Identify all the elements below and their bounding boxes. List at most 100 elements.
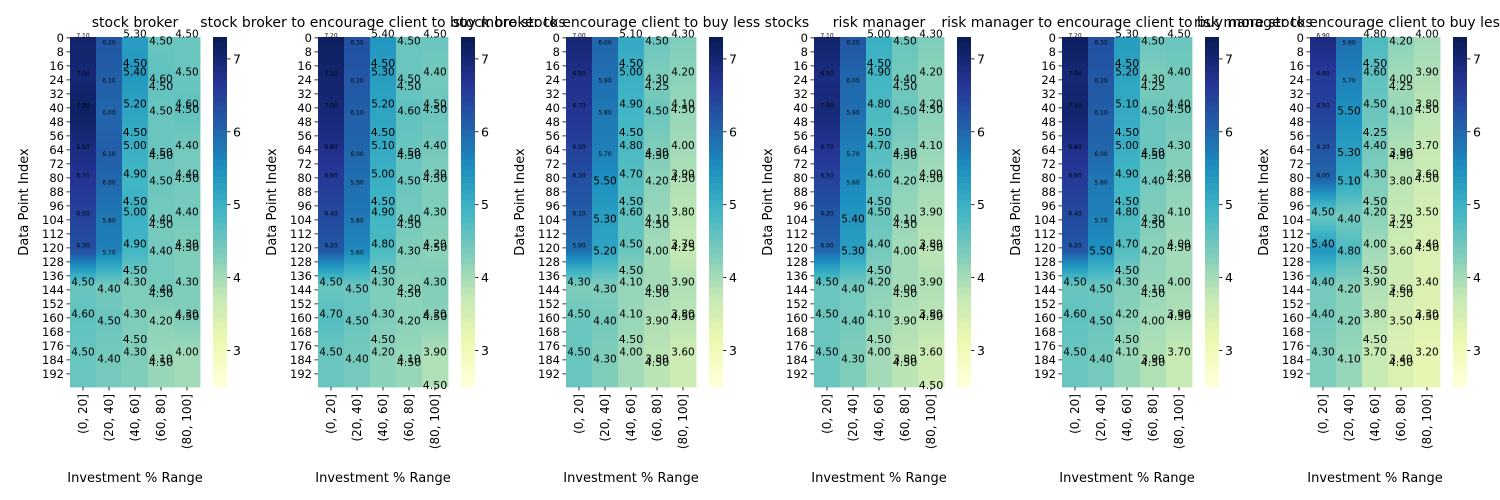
heatmap-cell	[318, 315, 345, 318]
cell-value-label: 4.50	[423, 103, 448, 116]
heatmap-cell	[174, 191, 201, 194]
heatmap-cell	[344, 215, 371, 218]
heatmap-cell	[644, 191, 671, 194]
heatmap-cell	[644, 226, 671, 229]
heatmap-cell	[344, 80, 371, 83]
cell-annotation: 7.10	[76, 33, 90, 40]
heatmap-cell	[396, 136, 423, 139]
colorbar-segment	[461, 322, 475, 330]
heatmap-cell	[422, 185, 449, 188]
heatmap-cell	[174, 324, 201, 327]
heatmap-cell	[96, 187, 123, 190]
heatmap-cell	[70, 313, 97, 316]
colorbar-segment	[461, 42, 475, 50]
heatmap-cell	[644, 112, 671, 115]
cell-annotation: 3.90	[423, 347, 446, 359]
heatmap-cell	[70, 273, 97, 276]
heatmap-cell	[592, 189, 619, 192]
heatmap-cell	[70, 217, 97, 220]
heatmap-cell	[148, 143, 175, 146]
heatmap-cell	[96, 336, 123, 339]
heatmap-cell	[148, 68, 175, 71]
cell-annotation: 4.20	[397, 284, 420, 296]
heatmap-cell	[422, 343, 449, 346]
heatmap-cell	[396, 355, 423, 358]
heatmap-cell	[122, 212, 149, 215]
heatmap-cell	[122, 70, 149, 73]
cell-value-label: 4.50	[619, 333, 644, 346]
heatmap-cell	[370, 240, 397, 243]
heatmap-cell	[148, 268, 175, 271]
heatmap-cell	[96, 334, 123, 337]
colorbar-segment	[709, 89, 723, 96]
heatmap-cell	[618, 80, 645, 83]
heatmap-cell	[670, 157, 697, 160]
heatmap-cell	[396, 278, 423, 281]
heatmap-cell	[344, 157, 371, 160]
heatmap-cell	[70, 86, 97, 89]
cell-annotation: 4.40	[841, 316, 864, 328]
heatmap-cell	[370, 47, 397, 50]
heatmap-cell	[618, 150, 645, 153]
cell-value-label: 4.50	[371, 126, 396, 139]
heatmap-cell	[670, 129, 697, 132]
heatmap-cell	[592, 198, 619, 201]
heatmap-cell	[396, 362, 423, 365]
heatmap-cell	[566, 189, 593, 192]
heatmap-cell	[396, 245, 423, 248]
heatmap-cell	[422, 94, 449, 97]
y-tick-label: 8	[553, 45, 560, 59]
heatmap-cell	[422, 213, 449, 216]
heatmap-cell	[96, 45, 123, 48]
heatmap-cell	[370, 306, 397, 309]
heatmap-cell	[122, 86, 149, 89]
y-tick-label: 168	[786, 325, 808, 339]
heatmap-cell	[96, 238, 123, 241]
heatmap-cell	[70, 136, 97, 139]
heatmap-cell	[122, 360, 149, 363]
colorbar-segment	[213, 42, 227, 50]
heatmap-cell	[670, 75, 697, 78]
cell-value-label: 4.50	[919, 241, 944, 254]
heatmap-cell	[370, 215, 397, 218]
heatmap-cell	[618, 208, 645, 211]
heatmap-cell	[566, 157, 593, 160]
heatmap-cell	[592, 70, 619, 73]
heatmap-cell	[96, 276, 123, 279]
heatmap-cell	[592, 135, 619, 138]
cell-annotation: 3.60	[671, 347, 694, 359]
heatmap-cell	[670, 229, 697, 232]
heatmap-cell	[592, 192, 619, 195]
heatmap-cell	[344, 313, 371, 316]
heatmap-cell	[422, 233, 449, 236]
y-tick-label: 192	[42, 367, 64, 381]
colorbar-segment	[213, 101, 227, 108]
y-tick-label: 64	[793, 143, 808, 157]
y-tick-label: 184	[538, 353, 560, 367]
heatmap-cell	[592, 208, 619, 211]
heatmap-cell	[70, 107, 97, 110]
heatmap-cell	[670, 219, 697, 222]
heatmap-cell	[566, 262, 593, 265]
heatmap-cell	[122, 63, 149, 66]
heatmap-cell	[396, 315, 423, 318]
heatmap-cell	[70, 287, 97, 290]
heatmap-cell	[370, 212, 397, 215]
heatmap-cell	[566, 142, 593, 145]
heatmap-cell	[70, 213, 97, 216]
heatmap-cell	[370, 353, 397, 356]
heatmap-cell	[644, 54, 671, 57]
heatmap-cell	[70, 44, 97, 47]
heatmap-cell	[70, 154, 97, 157]
heatmap-cell	[670, 45, 697, 48]
heatmap-cell	[396, 80, 423, 83]
y-tick-label: 32	[793, 87, 808, 101]
heatmap-cell	[148, 112, 175, 115]
heatmap-cell	[422, 234, 449, 237]
heatmap-cell	[70, 84, 97, 87]
heatmap-cell	[70, 262, 97, 265]
heatmap-cell	[396, 110, 423, 113]
heatmap-cell	[618, 255, 645, 258]
heatmap-cell	[318, 182, 345, 185]
heatmap-cell	[318, 355, 345, 358]
